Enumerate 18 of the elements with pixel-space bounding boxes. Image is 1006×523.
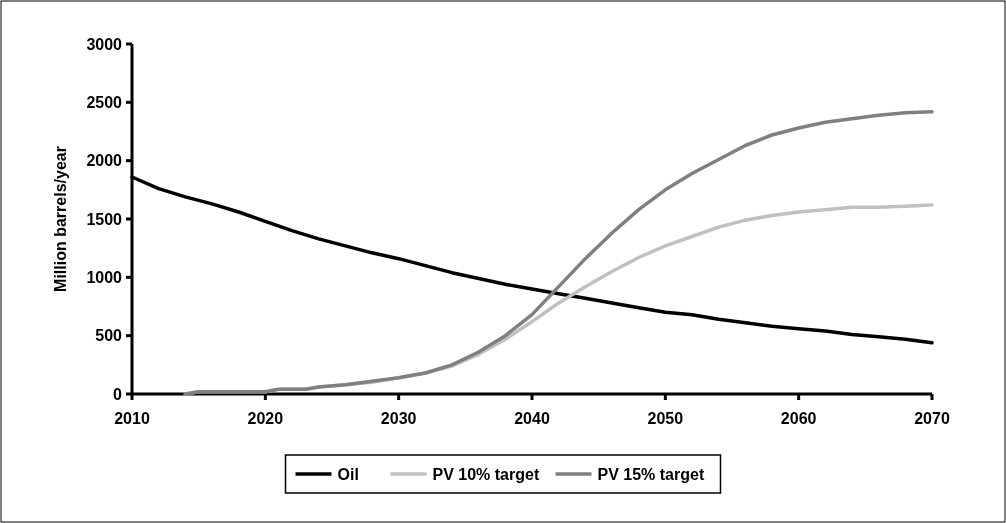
y-tick-label: 3000 bbox=[86, 35, 123, 53]
y-tick-label: 500 bbox=[95, 327, 123, 345]
x-tick-label: 2040 bbox=[514, 410, 550, 427]
legend-label: PV 10% target bbox=[432, 465, 540, 483]
x-tick-label: 2050 bbox=[647, 410, 684, 427]
x-tick-label: 2020 bbox=[247, 410, 284, 427]
x-tick-label: 2070 bbox=[914, 410, 950, 427]
y-tick-label: 1500 bbox=[86, 210, 123, 228]
legend-label: Oil bbox=[337, 465, 359, 483]
y-tick-label: 2000 bbox=[86, 152, 123, 170]
y-tick-label: 2500 bbox=[86, 93, 123, 111]
y-tick-label: 1000 bbox=[86, 268, 123, 286]
y-tick-label: 0 bbox=[113, 385, 123, 403]
x-tick-label: 2060 bbox=[780, 410, 817, 427]
legend-label: PV 15% target bbox=[597, 465, 705, 483]
x-tick-label: 2030 bbox=[380, 410, 417, 427]
y-axis-title: Million barrels/year bbox=[52, 146, 69, 292]
x-tick-label: 2010 bbox=[114, 410, 150, 427]
